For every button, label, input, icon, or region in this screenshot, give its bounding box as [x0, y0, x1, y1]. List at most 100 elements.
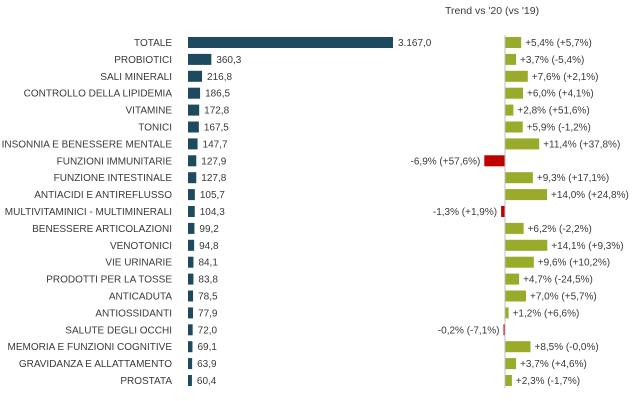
value-label: 104,3	[200, 207, 225, 218]
category-label: VITAMINE	[126, 106, 173, 117]
chart-row: VITAMINE 172,8 +2,8% (+51,6%)	[126, 104, 590, 117]
trend-bar	[505, 307, 509, 319]
chart-row: VIE URINARIE 84,1 +9,6% (+10,2%)	[105, 256, 610, 269]
chart-row: ANTIACIDI E ANTIREFLUSSO 105,7 +14,0% (+24…	[34, 189, 629, 201]
trend-bar	[505, 256, 534, 268]
trend-label: +9,6% (+10,2%)	[538, 258, 610, 269]
category-label: SALI MINERALI	[100, 72, 172, 83]
trend-label: +14,1% (+9,3%)	[551, 241, 623, 252]
trend-label: +8,5% (-0,0%)	[535, 342, 599, 353]
chart-row: PROSTATA 60,4 +2,3% (-1,7%)	[120, 375, 580, 387]
category-label: PROSTATA	[120, 376, 172, 387]
value-bar	[188, 273, 194, 285]
trend-bar	[505, 273, 520, 285]
category-label: TOTALE	[134, 38, 172, 49]
trend-bar	[505, 70, 528, 82]
chart-row: SALUTE DEGLI OCCHI 72,0 -0,2% (-7,1%)	[65, 324, 505, 336]
chart-row: MULTIVITAMINICI - MULTIMINERALI 104,3 -1,3…	[5, 206, 505, 218]
value-bar	[188, 70, 203, 82]
value-bar	[188, 358, 193, 370]
value-bar	[188, 239, 195, 251]
value-label: 172,8	[204, 106, 229, 117]
value-label: 186,5	[205, 89, 230, 100]
value-label: 72,0	[198, 325, 218, 336]
category-label: ANTIACIDI E ANTIREFLUSSO	[34, 190, 172, 201]
value-label: 105,7	[200, 190, 225, 201]
value-label: 63,9	[197, 359, 217, 370]
chart-row: MEMORIA E FUNZIONI COGNITIVE 69,1 +8,5% (-…	[8, 341, 599, 353]
trend-bar	[503, 324, 505, 336]
chart-row: ANTIOSSIDANTI 77,9 +1,2% (+6,6%)	[95, 307, 579, 319]
trend-label: +3,7% (+4,6%)	[520, 359, 587, 370]
value-bar	[188, 222, 195, 234]
value-bar	[188, 256, 194, 268]
trend-label: +1,2% (+6,6%)	[513, 308, 580, 319]
trend-label: +6,2% (-2,2%)	[528, 224, 592, 235]
trend-bar	[505, 222, 524, 234]
trend-bar	[505, 37, 522, 48]
category-label: MEMORIA E FUNZIONI COGNITIVE	[8, 342, 173, 353]
trend-label: +2,3% (-1,7%)	[516, 376, 580, 387]
category-label: VIE URINARIE	[105, 258, 172, 269]
value-label: 127,8	[201, 173, 226, 184]
chart-row: TOTALE 3.167,0 +5,4% (+5,7%)	[134, 37, 592, 49]
chart-row: PROBIOTICI 360,3 +3,7% (-5,4%)	[114, 53, 584, 66]
trend-bar	[505, 239, 548, 251]
trend-bar	[505, 290, 526, 302]
value-bar	[188, 104, 200, 116]
value-bar	[188, 37, 393, 48]
trend-bar	[484, 155, 505, 167]
chart-row: PRODOTTI PER LA TOSSE 83,8 +4,7% (-24,5%)	[46, 273, 593, 286]
category-label: SALUTE DEGLI OCCHI	[65, 325, 172, 336]
trend-label: +11,4% (+37,8%)	[543, 139, 620, 150]
trend-bar	[501, 206, 505, 217]
trend-label: +7,6% (+2,1%)	[532, 72, 599, 83]
value-bar	[188, 53, 212, 65]
trend-bar	[505, 104, 514, 116]
value-label: 3.167,0	[398, 38, 432, 49]
trend-label: -0,2% (-7,1%)	[438, 325, 500, 336]
value-label: 167,5	[204, 123, 229, 134]
trend-label: +5,4% (+5,7%)	[525, 38, 592, 49]
value-label: 99,2	[199, 224, 219, 235]
value-label: 216,8	[207, 72, 232, 83]
value-label: 127,9	[201, 156, 226, 167]
category-label: INSONNIA E BENESSERE MENTALE	[2, 139, 173, 150]
value-label: 360,3	[216, 55, 241, 66]
chart-row: CONTROLLO DELLA LIPIDEMIA 186,5 +6,0% (+4,…	[24, 87, 594, 100]
category-label: TONICI	[138, 123, 172, 134]
trend-bar	[505, 53, 517, 65]
value-label: 94,8	[199, 241, 219, 252]
category-label: BENESSERE ARTICOLAZIONI	[32, 224, 172, 235]
value-bar	[188, 324, 193, 336]
trend-bar	[505, 341, 531, 353]
trend-label: +3,7% (-5,4%)	[520, 55, 584, 66]
trend-label: +9,3% (+17,1%)	[537, 173, 609, 184]
trend-bar	[505, 87, 523, 99]
chart-row: FUNZIONI IMMUNITARIE 127,9 -6,9% (+57,6%)	[57, 155, 505, 167]
value-bar	[188, 87, 201, 99]
trend-bar	[505, 172, 533, 184]
category-label: FUNZIONI IMMUNITARIE	[57, 156, 173, 167]
trend-bar	[505, 375, 512, 386]
trend-label: +14,0% (+24,8%)	[551, 190, 629, 201]
category-label: VENOTONICI	[110, 241, 172, 252]
category-label: ANTICADUTA	[109, 292, 172, 303]
chart-row: ANTICADUTA 78,5 +7,0% (+5,7%)	[109, 290, 597, 303]
trend-label: +6,0% (+4,1%)	[527, 89, 594, 100]
trend-label: +2,8% (+51,6%)	[517, 106, 589, 117]
value-bar	[188, 121, 199, 133]
chart-row: SALI MINERALI 216,8 +7,6% (+2,1%)	[100, 70, 599, 83]
value-bar	[188, 155, 197, 167]
chart-row: TONICI 167,5 +5,9% (-1,2%)	[138, 121, 591, 134]
value-label: 147,7	[203, 139, 228, 150]
chart-rows: TOTALE 3.167,0 +5,4% (+5,7%) PROBIOTICI 360,…	[2, 37, 629, 387]
chart-row: GRAVIDANZA E ALLATTAMENTO 63,9 +3,7% (+4,6…	[19, 358, 587, 370]
trend-title: Trend vs '20 (vs '19)	[445, 5, 539, 17]
trend-label: -6,9% (+57,6%)	[411, 156, 481, 167]
trend-bar	[505, 189, 547, 201]
category-label: MULTIVITAMINICI - MULTIMINERALI	[5, 207, 172, 218]
category-label: FUNZIONE INTESTINALE	[54, 173, 173, 184]
value-label: 78,5	[198, 292, 218, 303]
